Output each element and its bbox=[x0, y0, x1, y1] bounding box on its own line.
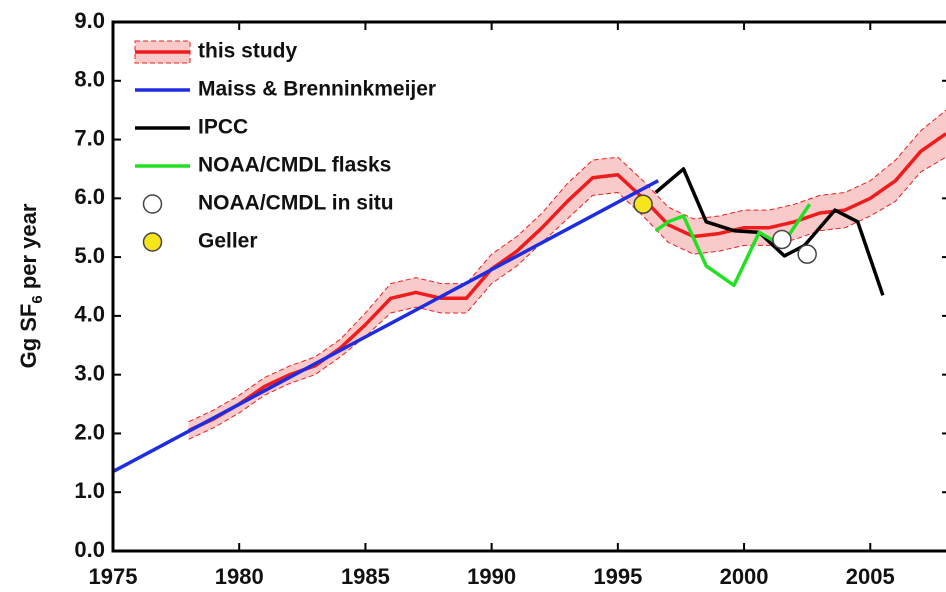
x-tick-label: 1975 bbox=[89, 564, 138, 589]
legend-marker bbox=[142, 194, 163, 214]
y-tick-label: 2.0 bbox=[74, 419, 105, 444]
marker bbox=[633, 194, 653, 214]
y-axis-label: Gg SF6 per year bbox=[16, 203, 46, 368]
series-line bbox=[654, 167, 885, 296]
x-tick-label: 1995 bbox=[593, 564, 642, 589]
series-line bbox=[187, 132, 946, 433]
y-label-subscript: 6 bbox=[29, 295, 46, 303]
y-tick-label: 7.0 bbox=[74, 125, 105, 150]
legend-label: NOAA/CMDL flasks bbox=[198, 154, 391, 177]
x-tick-label: 1980 bbox=[215, 564, 264, 589]
legend-label: IPCC bbox=[198, 116, 248, 139]
legend-label: NOAA/CMDL in situ bbox=[198, 192, 394, 215]
band-upper bbox=[188, 109, 946, 423]
y-label-text: per year bbox=[16, 203, 41, 295]
x-tick-label: 2000 bbox=[720, 564, 769, 589]
x-tick-label: 1985 bbox=[341, 564, 390, 589]
legend-label: this study bbox=[198, 40, 297, 63]
y-tick-label: 0.0 bbox=[74, 537, 105, 562]
legend-label: Maiss & Brenninkmeijer bbox=[198, 78, 436, 101]
legend-marker bbox=[142, 232, 163, 252]
y-tick-label: 5.0 bbox=[74, 243, 105, 268]
x-tick-label: 1990 bbox=[467, 564, 516, 589]
axes-frame bbox=[111, 20, 946, 553]
series-line bbox=[112, 179, 660, 474]
y-tick-label: 1.0 bbox=[74, 478, 105, 503]
y-tick-label: 6.0 bbox=[74, 184, 105, 209]
y-tick-label: 8.0 bbox=[74, 67, 105, 92]
x-tick-label: 2005 bbox=[846, 564, 895, 589]
y-tick-label: 4.0 bbox=[74, 302, 105, 327]
y-tick-label: 9.0 bbox=[74, 8, 105, 33]
marker bbox=[772, 229, 792, 250]
y-label-text: Gg SF bbox=[16, 304, 41, 369]
y-tick-label: 3.0 bbox=[74, 360, 105, 385]
legend-label: Geller bbox=[198, 230, 258, 253]
marker bbox=[797, 244, 817, 264]
